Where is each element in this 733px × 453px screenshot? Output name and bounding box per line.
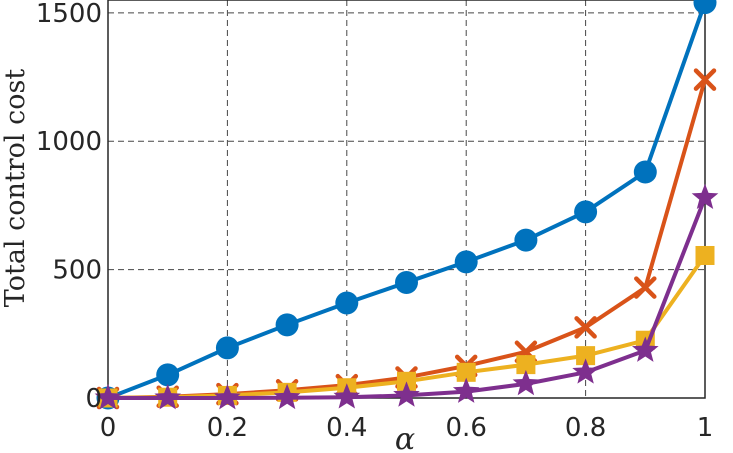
- data-point: [452, 377, 480, 403]
- series-layer: [94, 0, 719, 410]
- x-tick-label: 0.8: [565, 413, 606, 443]
- data-point: [215, 336, 239, 360]
- data-point: [576, 346, 596, 366]
- data-point: [94, 384, 122, 410]
- y-tick-label: 1000: [36, 127, 102, 157]
- x-tick-label: 0.2: [207, 413, 248, 443]
- y-tick-label: 500: [52, 256, 102, 286]
- x-axis-label: α: [395, 422, 415, 453]
- series-4: [94, 183, 719, 410]
- series-1: [96, 0, 717, 410]
- data-point: [333, 383, 361, 409]
- data-point: [516, 355, 536, 375]
- data-point: [693, 68, 717, 91]
- data-point: [154, 384, 182, 410]
- data-point: [393, 381, 420, 407]
- data-point: [634, 276, 657, 299]
- data-point: [633, 160, 657, 184]
- series-line: [108, 196, 707, 400]
- data-point: [335, 291, 359, 315]
- x-tick-label: 0.6: [446, 413, 487, 443]
- series-line: [107, 79, 707, 400]
- data-point: [693, 0, 717, 15]
- data-point: [395, 270, 418, 294]
- data-point: [574, 200, 598, 224]
- data-point: [695, 245, 715, 265]
- data-point: [572, 358, 599, 384]
- data-point: [631, 336, 659, 362]
- y-tick-label: 0: [85, 384, 102, 414]
- data-point: [574, 316, 597, 339]
- data-point: [397, 371, 416, 391]
- grid-lines: [108, 0, 705, 398]
- y-axis-label: Total control cost: [0, 69, 31, 308]
- plot-frame: [107, 0, 706, 399]
- data-point: [214, 384, 241, 410]
- y-tick-label: 1500: [36, 0, 102, 29]
- tick-labels: 0 0.2 0.4 0.6 0.8 1 0 500 1000 1500: [36, 0, 713, 443]
- data-point: [691, 183, 719, 210]
- data-point: [456, 362, 476, 382]
- data-point: [514, 228, 538, 252]
- x-tick-label: 1: [697, 413, 714, 443]
- x-tick-label: 0: [100, 413, 117, 443]
- data-point: [275, 313, 299, 337]
- data-point: [512, 369, 540, 396]
- data-point: [156, 363, 180, 387]
- series-line: [107, 1, 707, 400]
- data-point: [273, 383, 301, 410]
- data-point: [454, 250, 478, 274]
- x-tick-label: 0.4: [326, 413, 367, 443]
- series-2: [96, 68, 717, 410]
